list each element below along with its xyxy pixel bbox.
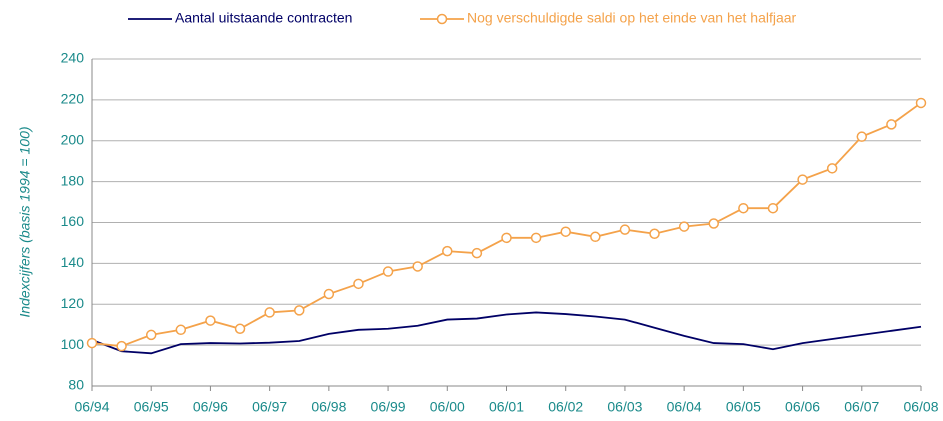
x-tick-label: 06/01	[489, 399, 524, 415]
point	[856, 131, 868, 142]
y-tick-label: 120	[61, 295, 85, 311]
x-tick-label: 06/04	[667, 399, 702, 415]
y-tick-label: 100	[61, 336, 85, 352]
series-line	[91, 311, 922, 355]
x-tick-label: 06/08	[903, 399, 938, 415]
x-tick-label: 06/95	[134, 399, 169, 415]
point	[886, 119, 897, 130]
point	[471, 247, 483, 259]
series-line	[91, 102, 922, 348]
point	[382, 266, 394, 277]
point	[678, 221, 690, 232]
point	[264, 307, 275, 318]
point	[412, 261, 423, 272]
y-tick-label: 240	[61, 50, 85, 66]
point	[116, 340, 127, 352]
y-tick-label: 180	[61, 172, 85, 188]
point	[205, 315, 216, 326]
x-tick-label: 06/03	[607, 399, 642, 415]
point	[86, 337, 98, 349]
y-tick-label: 160	[61, 213, 85, 229]
x-tick-label: 06/99	[371, 399, 406, 415]
y-tick-label: 220	[61, 91, 85, 107]
x-tick-label: 06/02	[548, 399, 583, 415]
legend-marker	[436, 13, 448, 25]
x-tick-label: 06/07	[844, 399, 879, 415]
point	[323, 288, 335, 300]
point	[353, 278, 364, 290]
point	[530, 232, 542, 244]
legend-label: Nog verschuldigde saldi op het einde van…	[467, 10, 797, 26]
point	[797, 174, 808, 185]
y-axis-title: Indexcijfers (basis 1994 = 100)	[17, 126, 33, 317]
x-tick-label: 06/94	[74, 399, 109, 415]
y-tick-label: 200	[61, 131, 85, 147]
x-tick-label: 06/00	[430, 399, 465, 415]
y-tick-label: 80	[68, 377, 84, 393]
point	[501, 232, 512, 244]
point	[738, 202, 749, 214]
x-tick-label: 06/98	[311, 399, 346, 415]
point	[826, 163, 838, 174]
point	[294, 305, 305, 316]
x-tick-label: 06/97	[252, 399, 287, 415]
point	[442, 245, 453, 257]
x-tick-label: 06/05	[726, 399, 761, 415]
point	[915, 97, 927, 109]
point	[560, 226, 571, 237]
point	[175, 324, 187, 336]
legend-label: Aantal uitstaande contracten	[175, 10, 352, 26]
point	[590, 231, 601, 243]
y-tick-label: 140	[61, 254, 85, 270]
point	[708, 218, 719, 229]
point	[619, 224, 631, 235]
point	[234, 323, 246, 335]
x-tick-label: 06/06	[785, 399, 820, 415]
point	[649, 228, 660, 239]
point	[767, 202, 779, 214]
point	[145, 329, 157, 341]
x-tick-label: 06/96	[193, 399, 228, 415]
